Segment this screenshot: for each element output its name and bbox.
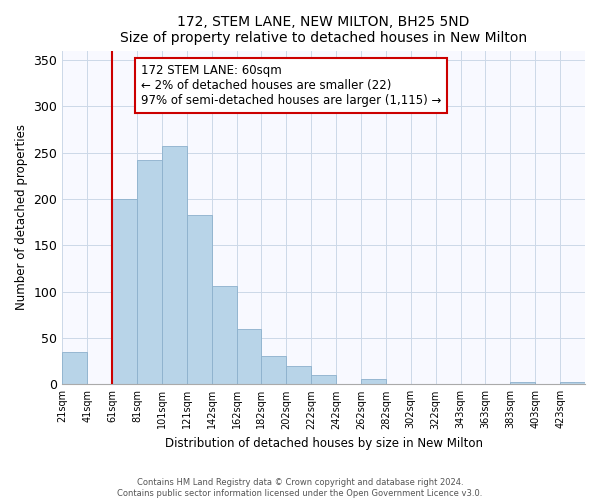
Text: 172 STEM LANE: 60sqm
← 2% of detached houses are smaller (22)
97% of semi-detach: 172 STEM LANE: 60sqm ← 2% of detached ho… — [140, 64, 441, 107]
Bar — [262, 356, 286, 384]
Bar — [187, 214, 212, 384]
Text: Contains HM Land Registry data © Crown copyright and database right 2024.
Contai: Contains HM Land Registry data © Crown c… — [118, 478, 482, 498]
Title: 172, STEM LANE, NEW MILTON, BH25 5ND
Size of property relative to detached house: 172, STEM LANE, NEW MILTON, BH25 5ND Siz… — [120, 15, 527, 45]
Bar — [137, 160, 162, 384]
Bar — [236, 328, 262, 384]
Bar — [286, 366, 311, 384]
Bar — [212, 286, 236, 384]
Bar — [511, 382, 535, 384]
Bar — [162, 146, 187, 384]
Bar — [62, 352, 87, 384]
Y-axis label: Number of detached properties: Number of detached properties — [15, 124, 28, 310]
Bar — [311, 375, 336, 384]
Bar — [361, 378, 386, 384]
Bar — [560, 382, 585, 384]
Bar — [112, 199, 137, 384]
X-axis label: Distribution of detached houses by size in New Milton: Distribution of detached houses by size … — [164, 437, 482, 450]
